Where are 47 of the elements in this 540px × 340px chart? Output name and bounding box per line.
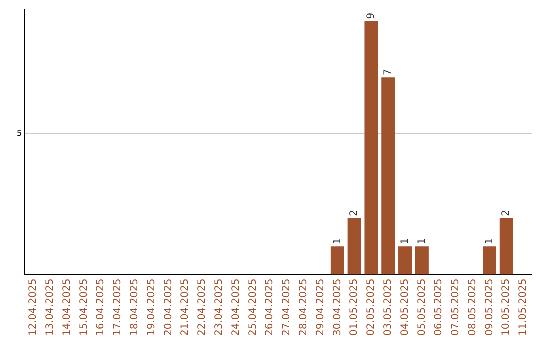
bar xyxy=(348,218,362,275)
bar xyxy=(398,246,412,275)
x-tick-label: 28.04.2025 xyxy=(298,278,310,336)
x-tick-label: 21.04.2025 xyxy=(180,278,192,336)
bar xyxy=(364,21,378,275)
x-tick-label: 01.05.2025 xyxy=(349,278,360,336)
x-tick-label: 15.04.2025 xyxy=(78,278,90,336)
bar xyxy=(483,246,497,275)
x-tick-label: 14.04.2025 xyxy=(62,278,73,336)
bar xyxy=(382,78,396,275)
data-label: 1 xyxy=(400,238,411,245)
data-label: 9 xyxy=(366,12,378,20)
x-tick-label: 30.04.2025 xyxy=(332,278,344,336)
x-tick-label: 19.04.2025 xyxy=(146,278,158,336)
data-label: 2 xyxy=(501,210,512,216)
x-tick-label: 29.04.2025 xyxy=(315,278,326,336)
x-tick-label: 24.04.2025 xyxy=(230,278,242,336)
data-label: 7 xyxy=(382,69,394,76)
x-tick-label: 25.04.2025 xyxy=(248,278,259,336)
x-tick-label: 10.05.2025 xyxy=(501,278,512,336)
x-tick-label: 22.04.2025 xyxy=(197,278,208,336)
x-tick-label: 26.04.2025 xyxy=(264,278,276,336)
x-tick-label: 17.04.2025 xyxy=(112,278,124,336)
x-tick-label: 18.04.2025 xyxy=(130,278,141,336)
x-tick-label: 16.04.2025 xyxy=(96,278,107,336)
x-tick-label: 27.04.2025 xyxy=(282,278,293,336)
x-tick-label: 20.04.2025 xyxy=(163,278,174,336)
data-label: 2 xyxy=(349,210,360,216)
bar xyxy=(330,246,344,275)
x-tick-label: 05.05.2025 xyxy=(416,278,428,336)
data-label: 1 xyxy=(332,238,344,245)
x-tick-label: 09.05.2025 xyxy=(484,278,496,336)
y-tick-label: 5 xyxy=(16,129,22,138)
x-tick-label: 08.05.2025 xyxy=(467,278,478,336)
data-label: 1 xyxy=(416,238,428,245)
x-tick-label: 07.05.2025 xyxy=(450,278,462,336)
x-tick-label: 13.04.2025 xyxy=(45,278,56,336)
x-tick-label: 12.04.2025 xyxy=(28,278,40,336)
x-tick-label: 02.05.2025 xyxy=(366,278,378,336)
x-tick-label: 03.05.2025 xyxy=(382,278,394,336)
bar xyxy=(415,246,429,275)
x-tick-label: 06.05.2025 xyxy=(434,278,445,336)
x-tick-label: 11.05.2025 xyxy=(518,278,530,336)
x-tick-label: 04.05.2025 xyxy=(400,278,411,336)
x-tick-label: 23.04.2025 xyxy=(214,278,225,336)
data-label: 1 xyxy=(484,238,496,245)
bar xyxy=(500,218,514,275)
